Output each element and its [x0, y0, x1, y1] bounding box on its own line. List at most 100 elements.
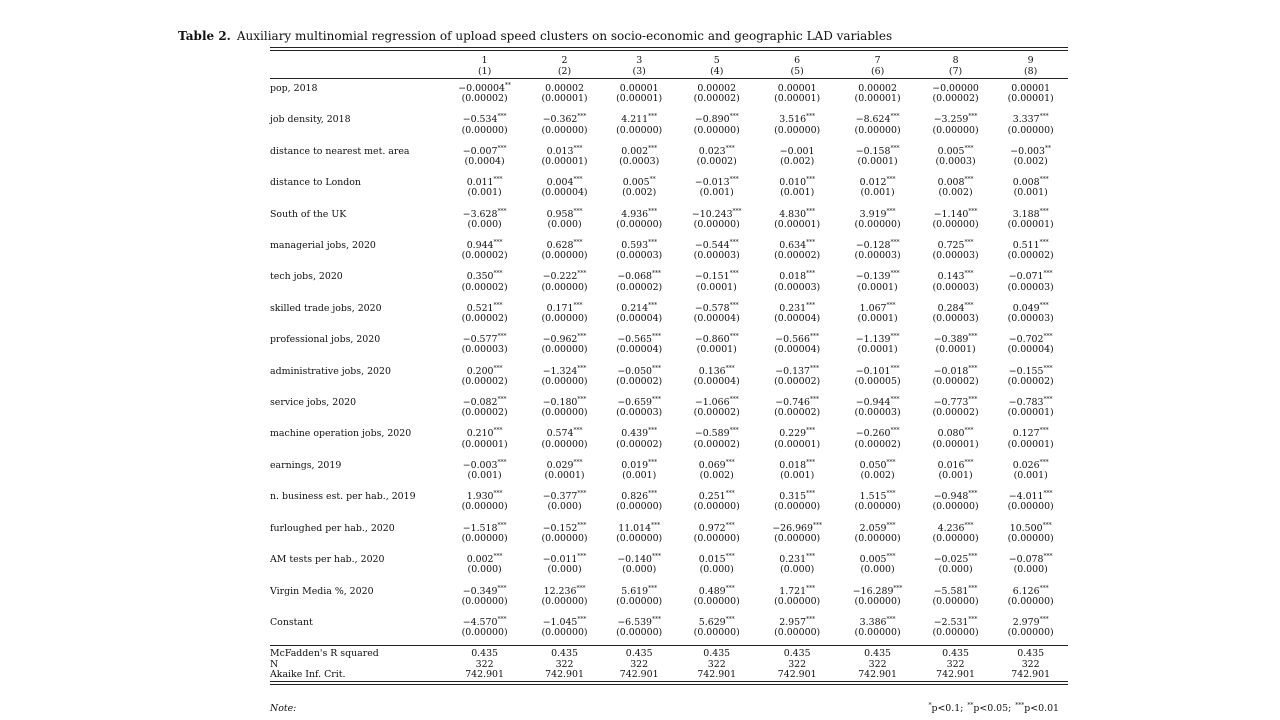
standard-error-cell: (0.00003) [616, 250, 663, 262]
coefficient-cell: −0.007*** [442, 143, 527, 157]
significance-stars: *** [806, 113, 816, 121]
variable-label: South of the UK [270, 208, 347, 220]
standard-error-cell: (0.002) [780, 156, 815, 168]
coefficient-cell: 0.127*** [993, 425, 1068, 439]
significance-stars: *** [806, 427, 816, 435]
variable-label: professional jobs, 2020 [270, 334, 381, 346]
coefficient-value: 0.489 [698, 585, 726, 597]
coefficient-cell: 0.315*** [757, 488, 837, 502]
statistic-value: 322 [555, 658, 574, 670]
standard-error-cell: (0.00000) [1007, 595, 1054, 607]
label-spacer [270, 220, 442, 237]
coefficient-cell: 4.236*** [918, 520, 994, 534]
coefficient-cell: 0.00001 [602, 79, 677, 94]
standard-error-cell: (0.00001) [1007, 438, 1054, 450]
coefficient-cell: −0.746*** [757, 394, 837, 408]
significance-stars: *** [497, 615, 507, 623]
standard-error-cell: (0.00000) [854, 501, 901, 513]
standard-error-cell: (0.00001) [1007, 218, 1054, 230]
coefficient-cell: 1.515*** [837, 488, 917, 502]
standard-error-cell: (0.0002) [696, 156, 737, 168]
column-number: 7 [874, 55, 881, 66]
significance-stars: *** [964, 270, 974, 278]
coefficient-cell: 3.337*** [993, 111, 1068, 125]
standard-error-cell: (0.00000) [854, 627, 901, 639]
coefficient-value: −0.589 [694, 428, 730, 440]
standard-error-cell: (0.00000) [541, 627, 588, 639]
standard-error-cell: (0.000) [467, 218, 502, 230]
significance-stars: *** [577, 521, 587, 529]
coefficient-value: 0.011 [466, 177, 494, 189]
significance-stars: *** [729, 270, 739, 278]
coefficient-cell: −0.948*** [918, 488, 994, 502]
standard-error-cell: (0.00000) [461, 627, 508, 639]
coefficient-value: −5.581 [933, 585, 969, 597]
coefficient-value: −4.011 [1008, 491, 1044, 503]
standard-error-cell: (0.00002) [774, 407, 821, 419]
significance-stars: *** [573, 301, 583, 309]
coefficient-cell: 0.439*** [602, 425, 677, 439]
standard-error-cell: (0.00000) [616, 532, 663, 544]
standard-error-row: (0.000) (0.000) (0.00000) (0.00000) (0.00001… [270, 218, 1068, 237]
significance-stars: *** [890, 113, 900, 121]
column-number: 5 [713, 55, 720, 66]
coefficient-value: −0.659 [617, 397, 653, 409]
label-spacer [270, 471, 442, 488]
regression-table: 1 2 3 5 6 7 8 9 (1) (2) (3) (4) (5) (6) (7) (8) pop, 201… [270, 55, 1068, 680]
coefficient-cell: 0.143*** [918, 268, 994, 282]
standard-error-cell: (0.00003) [461, 344, 508, 356]
label-spacer [270, 440, 442, 457]
label-spacer [270, 314, 442, 331]
coefficient-value: −0.158 [855, 145, 891, 157]
coefficient-cell: −0.078*** [993, 551, 1068, 565]
coefficient-cell: −0.589*** [677, 425, 757, 439]
coefficient-cell: 0.013*** [527, 143, 602, 157]
coefficient-cell: 0.350*** [442, 268, 527, 282]
significance-stars: *** [890, 364, 900, 372]
standard-error-cell: (0.000) [467, 564, 502, 576]
coefficient-cell: −3.259*** [918, 111, 994, 125]
coefficient-cell: −0.137*** [757, 363, 837, 377]
significance-stars: *** [652, 333, 662, 341]
significance-level: **p<0.05; [967, 703, 1011, 715]
statistic-row: McFadden's R squared 0.435 0.435 0.435 0.435… [270, 645, 1068, 660]
significance-stars: *** [648, 490, 658, 498]
coefficient-row: managerial jobs, 2020 0.944*** 0.628*** 0.5… [270, 237, 1068, 251]
significance-stars: *** [968, 113, 978, 121]
standard-error-cell: (0.00003) [616, 407, 663, 419]
standard-error-cell: (0.00004) [774, 344, 821, 356]
standard-error-row: (0.001) (0.00004) (0.002) (0.001) (0.001) (0.… [270, 188, 1068, 205]
significance-stars: *** [573, 458, 583, 466]
statistic-value: 0.435 [1017, 648, 1045, 660]
significance-stars: *** [573, 144, 583, 152]
significance-stars: *** [573, 239, 583, 247]
coefficient-value: 0.050 [859, 459, 887, 471]
significance-stars: *** [497, 521, 507, 529]
statistic-label: N [270, 658, 279, 670]
coefficient-value: −0.773 [933, 397, 969, 409]
standard-error-cell: (0.00000) [774, 501, 821, 513]
standard-error-row: (0.00002) (0.00000) (0.00003) (0.00002) (0.0… [270, 408, 1068, 425]
coefficient-cell: 0.958*** [527, 206, 602, 220]
significance-stars: *** [729, 239, 739, 247]
standard-error-cell: (0.0001) [696, 281, 737, 293]
coefficient-value: −0.578 [694, 302, 730, 314]
statistic-value: 0.435 [783, 648, 811, 660]
coefficient-value: −2.531 [933, 616, 969, 628]
standard-error-cell: (0.00002) [854, 438, 901, 450]
standard-error-row: (0.00002) (0.00000) (0.00002) (0.0001) (0.00… [270, 281, 1068, 300]
statistic-value: 742.901 [936, 668, 975, 680]
coefficient-cell: −5.581*** [918, 583, 994, 597]
coefficient-value: −0.944 [855, 397, 891, 409]
label-spacer [270, 283, 442, 300]
standard-error-cell: (0.00002) [693, 407, 740, 419]
coefficient-value: 0.511 [1012, 240, 1040, 252]
coefficient-cell: 0.628*** [527, 237, 602, 251]
coefficient-value: −0.082 [462, 397, 498, 409]
statistic-row: Akaike Inf. Crit. 742.901 742.901 742.901 74… [270, 668, 1068, 680]
model-number: (8) [1024, 66, 1038, 77]
significance-stars: *** [493, 270, 503, 278]
standard-error-cell: (0.00000) [932, 532, 979, 544]
coefficient-value: −0.702 [1008, 334, 1044, 346]
coefficient-value: −0.078 [1008, 554, 1044, 566]
